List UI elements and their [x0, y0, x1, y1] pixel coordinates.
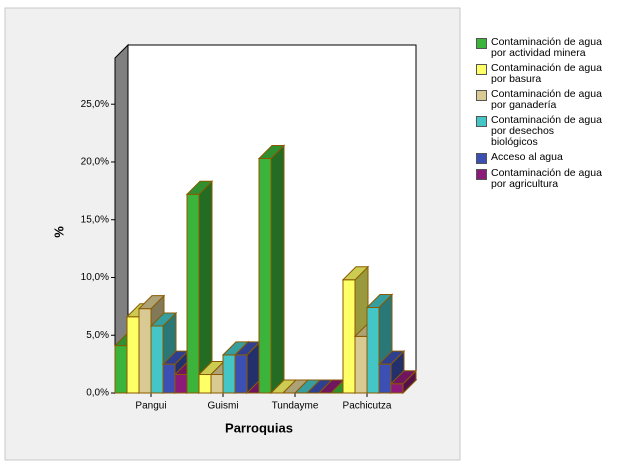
legend-item: Contaminación de agua por desechos bioló… — [476, 115, 602, 148]
bar-face — [342, 279, 356, 394]
bar-face — [149, 312, 178, 327]
legend-label: Contaminación de agua por ganadería — [491, 88, 602, 111]
bar-face — [270, 144, 285, 395]
bar-face — [150, 325, 164, 394]
bar-face — [341, 266, 370, 281]
legend: Contaminación de agua por actividad mine… — [476, 37, 602, 194]
bar — [389, 369, 418, 395]
bar-face — [137, 295, 166, 310]
bar-face — [234, 354, 248, 394]
legend-swatch — [476, 116, 487, 127]
bar-face — [138, 308, 152, 394]
x-tick-label: Guismi — [207, 401, 238, 412]
bar-face — [174, 374, 188, 394]
bar-face — [186, 193, 200, 394]
x-tick-label: Pangui — [135, 401, 166, 412]
y-tick-label: 5,0% — [86, 330, 109, 341]
legend-label: Contaminación de agua por agricultura — [491, 167, 602, 190]
bar-face — [198, 374, 212, 394]
legend-item: Contaminación de agua por ganadería — [476, 89, 602, 111]
bar-face — [114, 345, 128, 394]
legend-swatch — [476, 38, 487, 49]
bar-face — [162, 363, 176, 394]
y-tick-label: 10,0% — [81, 272, 109, 283]
x-axis-title: Parroquias — [225, 420, 293, 435]
legend-item: Contaminación de agua por agricultura — [476, 168, 602, 190]
bar-face — [389, 370, 418, 385]
bar-face — [366, 307, 380, 394]
legend-item: Contaminación de agua por basura — [476, 63, 602, 85]
bar-face — [222, 354, 236, 394]
bar — [257, 144, 286, 395]
legend-swatch — [476, 169, 487, 180]
y-tick-label: 0,0% — [86, 388, 109, 399]
bar — [185, 180, 214, 395]
legend-label: Acceso al agua — [491, 151, 563, 163]
y-tick-label: 15,0% — [81, 214, 109, 225]
x-tick-label: Tundayme — [272, 401, 319, 412]
bar-face — [365, 294, 394, 309]
bar-face — [377, 350, 406, 365]
bar-face — [378, 363, 392, 394]
bar-face — [257, 145, 286, 159]
bar-face — [390, 383, 404, 394]
bar-face — [126, 316, 140, 394]
legend-label: Contaminación de agua por desechos bioló… — [491, 114, 602, 148]
bar-face — [198, 180, 213, 395]
legend-swatch — [476, 153, 487, 164]
legend-swatch — [476, 64, 487, 75]
bar — [233, 340, 262, 395]
legend-label: Contaminación de agua por basura — [491, 62, 602, 85]
y-tick-label: 25,0% — [81, 99, 109, 110]
y-axis-title: % — [51, 226, 66, 238]
legend-item: Acceso al agua — [476, 152, 602, 164]
legend-swatch — [476, 90, 487, 101]
legend-item: Contaminación de agua por actividad mine… — [476, 37, 602, 59]
legend-label: Contaminación de agua por actividad mine… — [491, 36, 602, 59]
bar-face — [354, 335, 368, 394]
y-tick-label: 20,0% — [81, 157, 109, 168]
bar-face — [210, 374, 224, 394]
x-tick-label: Pachicutza — [343, 401, 392, 412]
bar-face — [185, 180, 214, 195]
bar-face — [258, 158, 272, 394]
